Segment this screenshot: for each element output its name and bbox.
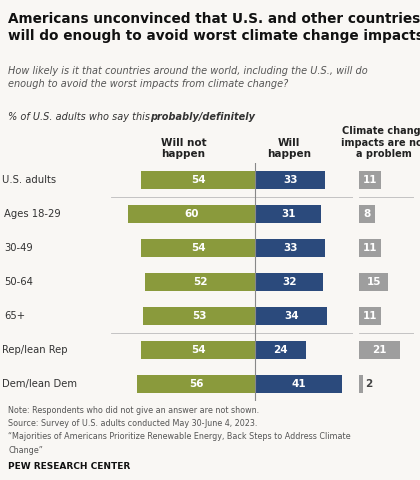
Text: Climate change
impacts are not
a problem: Climate change impacts are not a problem [341,126,420,159]
Bar [255,375,342,393]
Text: Change”: Change” [8,446,43,455]
Text: Note: Respondents who did not give an answer are not shown.: Note: Respondents who did not give an an… [8,406,260,415]
Bar [359,341,400,359]
Bar [145,273,255,291]
Text: U.S. adults: U.S. adults [2,175,56,185]
Text: 32: 32 [282,277,297,287]
Bar [143,307,255,325]
Bar [359,375,363,393]
Text: 34: 34 [284,311,299,321]
Text: 11: 11 [362,311,377,321]
Bar [141,239,255,257]
Bar [359,273,388,291]
Bar [359,171,381,189]
Bar [255,205,321,223]
Text: Will
happen: Will happen [267,138,311,159]
Text: “Majorities of Americans Prioritize Renewable Energy, Back Steps to Address Clim: “Majorities of Americans Prioritize Rene… [8,432,351,442]
Text: Dem/lean Dem: Dem/lean Dem [2,379,77,389]
Text: 2: 2 [365,379,372,389]
Text: 33: 33 [283,175,297,185]
Text: ...: ... [233,112,246,122]
Text: 54: 54 [191,345,205,355]
Bar [255,273,323,291]
Text: Americans unconvinced that U.S. and other countries
will do enough to avoid wors: Americans unconvinced that U.S. and othe… [8,12,420,43]
Text: 65+: 65+ [4,311,25,321]
Text: 11: 11 [362,243,377,253]
Text: 56: 56 [189,379,203,389]
Bar [128,205,255,223]
Bar [255,239,325,257]
Text: How likely is it that countries around the world, including the U.S., will do
en: How likely is it that countries around t… [8,66,368,89]
Text: Ages 18-29: Ages 18-29 [4,209,61,219]
Text: Will not
happen: Will not happen [160,138,206,159]
Bar [141,171,255,189]
Text: 15: 15 [367,277,381,287]
Text: 31: 31 [281,209,295,219]
Text: 50-64: 50-64 [4,277,33,287]
Text: probably/definitely: probably/definitely [150,112,255,122]
Bar [255,307,327,325]
Text: 60: 60 [184,209,199,219]
Text: 53: 53 [192,311,207,321]
Bar [359,205,375,223]
Bar [255,171,325,189]
Text: 30-49: 30-49 [4,243,33,253]
Bar [137,375,255,393]
Text: % of U.S. adults who say this: % of U.S. adults who say this [8,112,154,122]
Text: 41: 41 [291,379,306,389]
Text: 33: 33 [283,243,297,253]
Text: Rep/lean Rep: Rep/lean Rep [2,345,68,355]
Text: 54: 54 [191,243,205,253]
Text: 52: 52 [193,277,207,287]
Bar [359,307,381,325]
Text: Source: Survey of U.S. adults conducted May 30-June 4, 2023.: Source: Survey of U.S. adults conducted … [8,419,258,428]
Text: 24: 24 [273,345,288,355]
Text: 21: 21 [372,345,387,355]
Bar [255,341,306,359]
Bar [359,239,381,257]
Text: 8: 8 [363,209,370,219]
Text: PEW RESEARCH CENTER: PEW RESEARCH CENTER [8,462,131,471]
Bar [141,341,255,359]
Text: 54: 54 [191,175,205,185]
Text: 11: 11 [362,175,377,185]
